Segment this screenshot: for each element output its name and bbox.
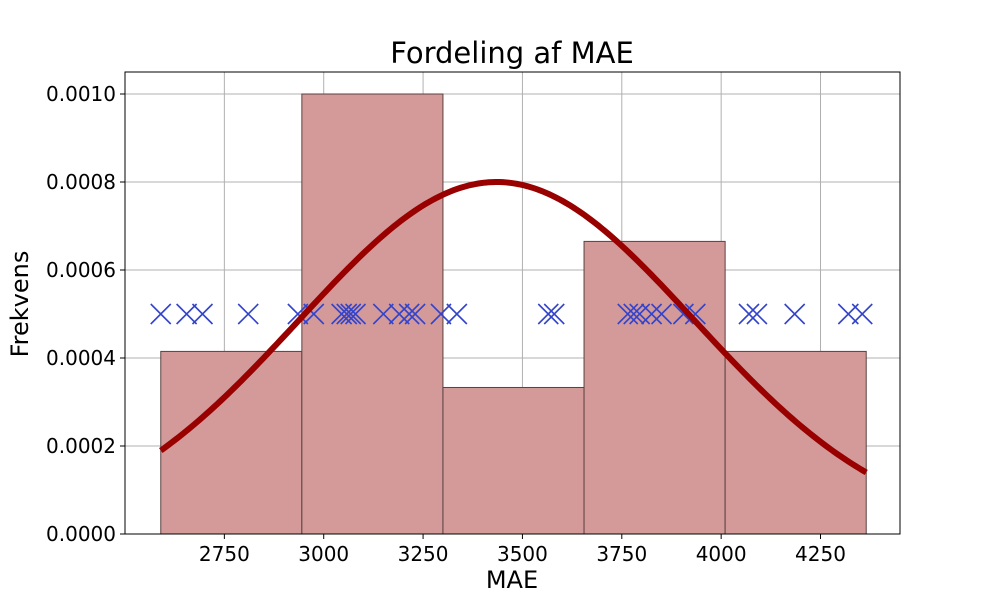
y-axis-label: Frekvens <box>6 251 34 358</box>
plot-frame <box>124 71 901 535</box>
histogram-bar <box>160 350 303 535</box>
y-tick-label: 0.0010 <box>46 82 116 106</box>
y-tick-label: 0.0006 <box>46 258 116 282</box>
sample-marker <box>150 303 172 325</box>
y-tick-label: 0.0004 <box>46 346 116 370</box>
sample-marker <box>851 303 873 325</box>
x-tick-label: 2750 <box>199 542 250 566</box>
x-axis-ticks: 2750 3000 3250 3500 3750 4000 4250 <box>199 534 846 566</box>
y-tick-label: 0.0000 <box>46 522 116 546</box>
y-tick-label: 0.0008 <box>46 170 116 194</box>
y-tick-label: 0.0002 <box>46 434 116 458</box>
sample-marker <box>176 303 198 325</box>
sample-marker <box>537 303 559 325</box>
sample-marker <box>287 303 309 325</box>
x-tick-label: 4000 <box>696 542 747 566</box>
sample-marker <box>430 303 452 325</box>
sample-marker <box>237 303 259 325</box>
chart-title: Fordeling af MAE <box>390 36 634 70</box>
histogram-bar <box>442 386 585 535</box>
x-tick-label: 3250 <box>398 542 449 566</box>
sample-marker <box>372 303 394 325</box>
sample-marker <box>738 303 760 325</box>
sample-marker <box>340 303 362 325</box>
sample-marker <box>543 303 565 325</box>
normal-curve <box>159 178 868 476</box>
sample-marker <box>398 303 420 325</box>
histogram-bars <box>160 93 867 535</box>
sample-marker <box>191 303 214 325</box>
histogram-bar <box>583 240 726 535</box>
x-tick-label: 3000 <box>298 542 349 566</box>
sample-marker <box>629 303 651 325</box>
sample-marker <box>336 303 358 325</box>
sample-marker <box>344 303 367 325</box>
sample-markers <box>150 303 873 325</box>
y-axis-ticks: 0.0000 0.0002 0.0004 0.0006 0.0008 0.0010 <box>46 82 125 546</box>
x-axis-label: MAE <box>486 566 538 594</box>
sample-marker <box>617 303 639 325</box>
sample-marker <box>404 303 426 325</box>
sample-marker <box>623 303 645 325</box>
x-tick-label: 3750 <box>596 542 647 566</box>
histogram-bar <box>724 350 867 535</box>
sample-marker <box>784 303 806 325</box>
sample-marker <box>746 303 768 325</box>
sample-marker <box>388 303 410 325</box>
sample-marker <box>684 303 706 325</box>
sample-marker <box>641 303 663 325</box>
x-tick-label: 3500 <box>497 542 548 566</box>
histogram-bar <box>301 93 444 535</box>
x-tick-label: 4250 <box>795 542 846 566</box>
sample-marker <box>446 303 468 325</box>
sample-marker <box>650 303 673 325</box>
sample-marker <box>672 303 694 325</box>
